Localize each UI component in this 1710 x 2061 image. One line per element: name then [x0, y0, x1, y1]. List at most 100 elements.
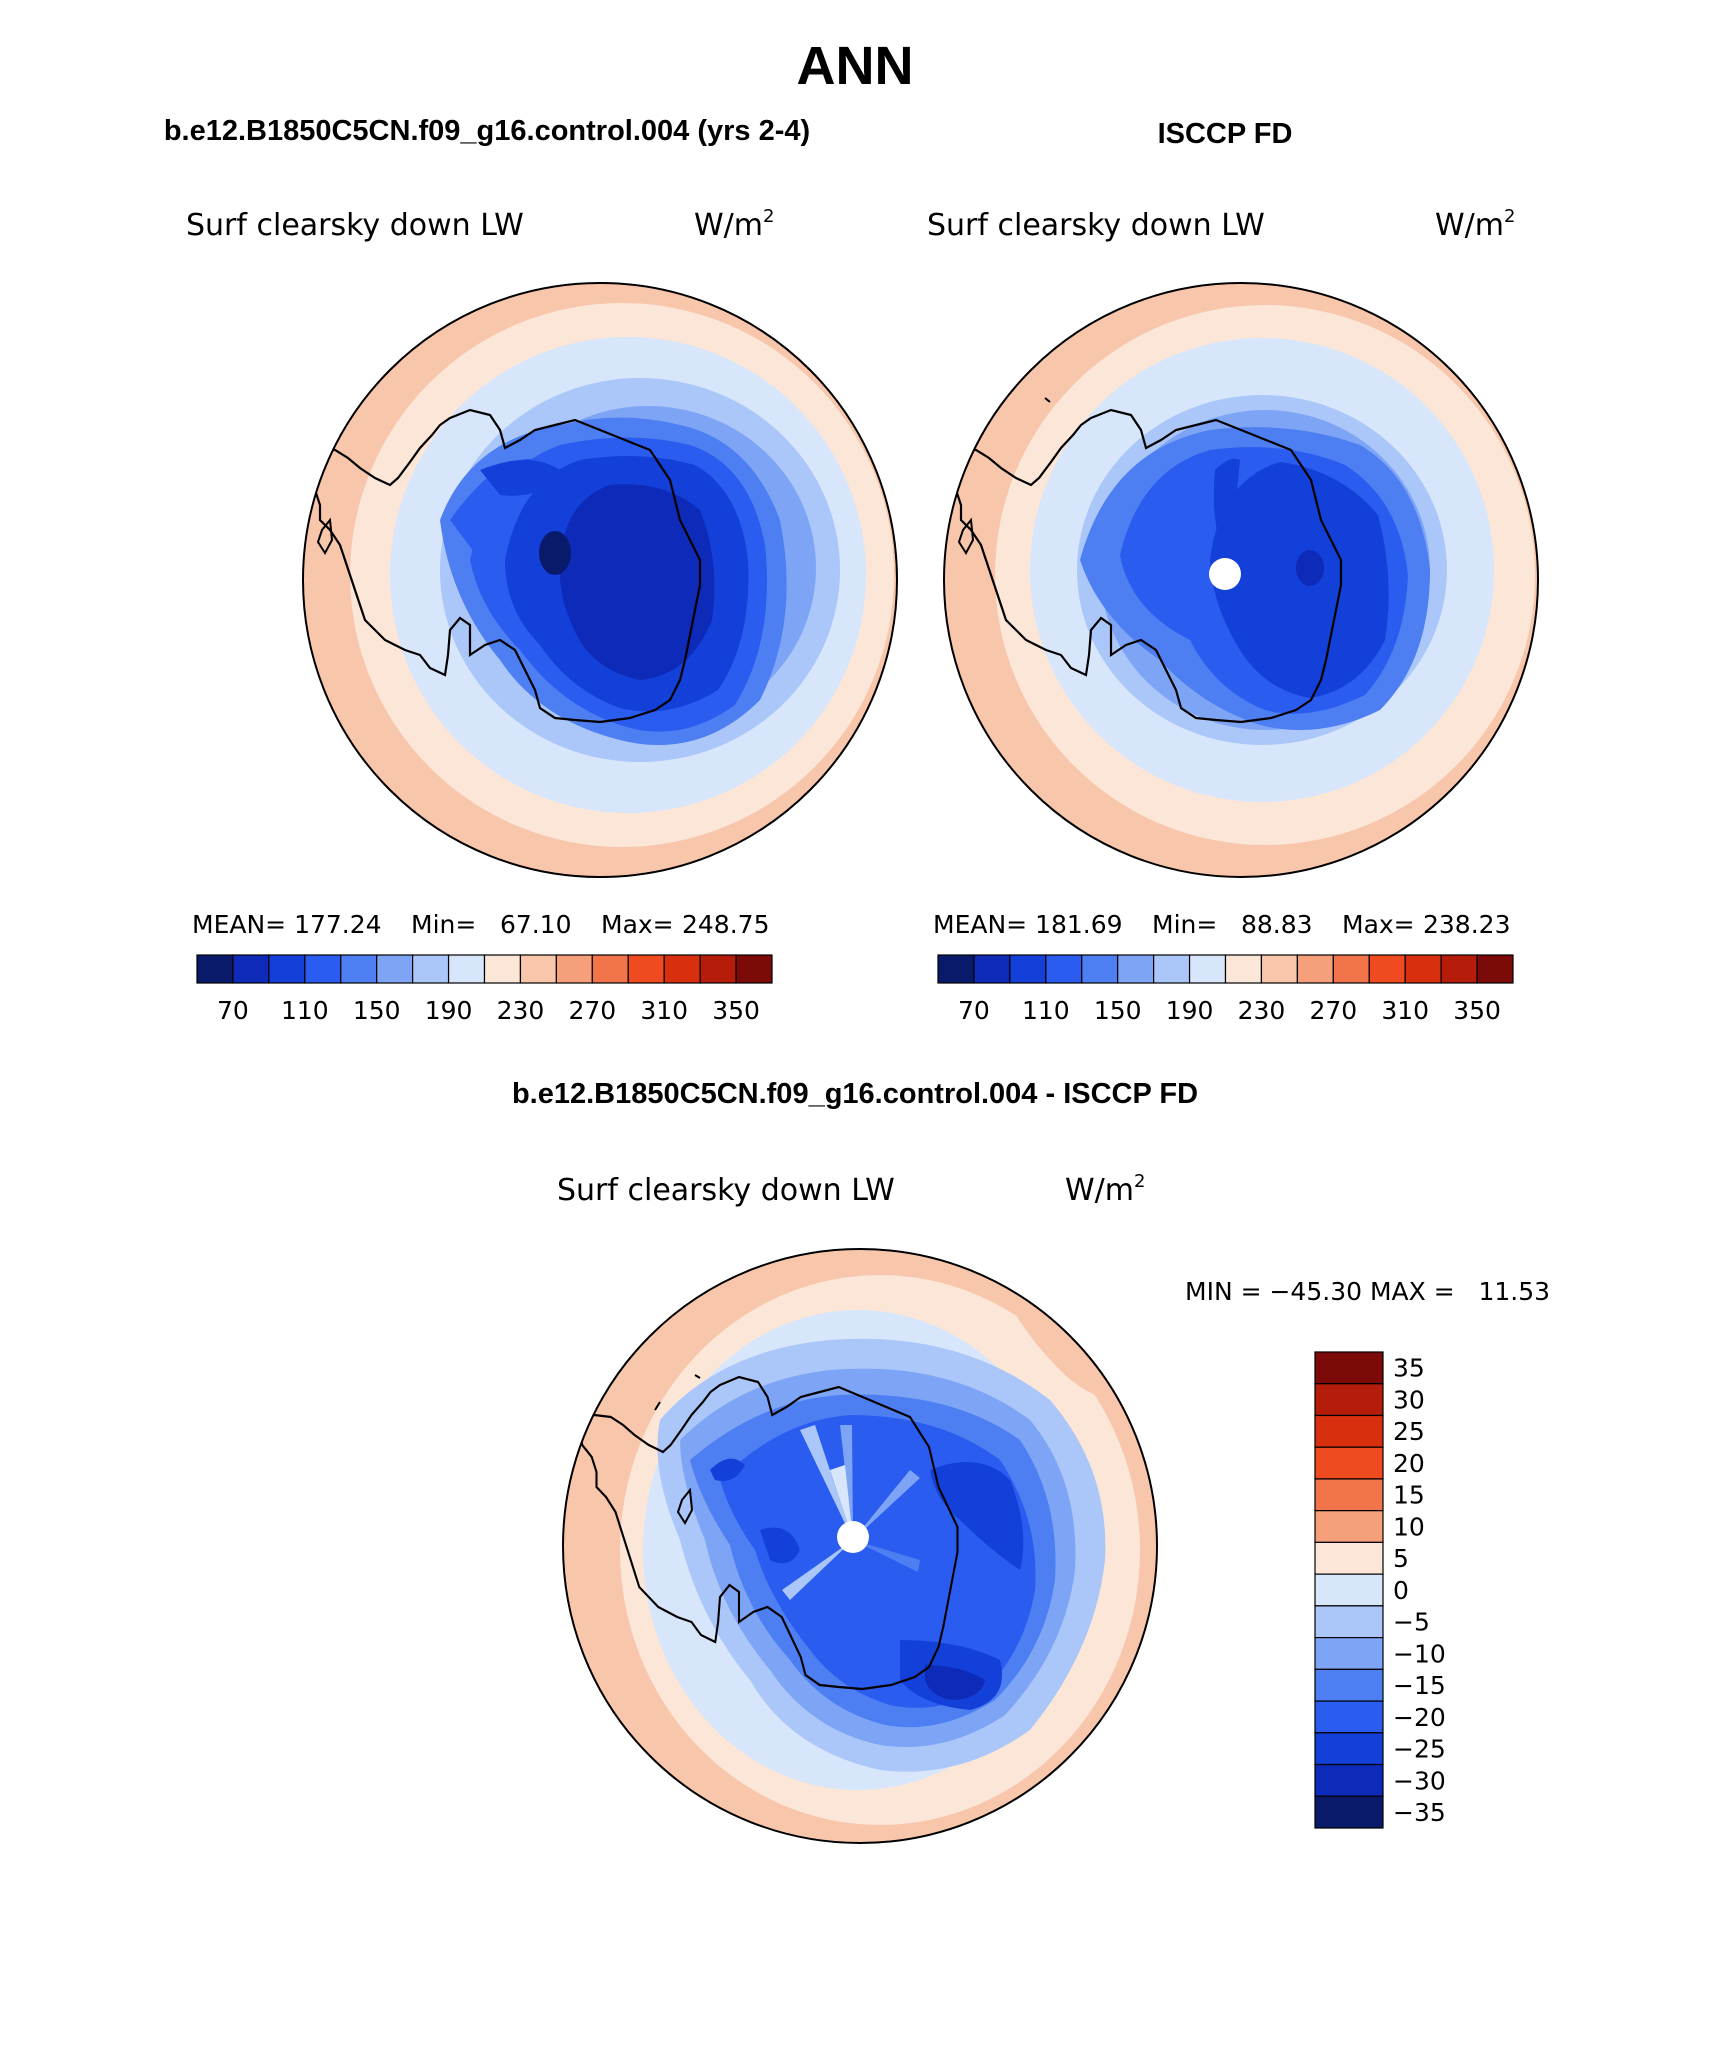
- diff-colorbar-tick-label: −20: [1393, 1703, 1446, 1732]
- obs-colorbar-swatch: [1368, 954, 1406, 984]
- model-colorbar-swatch: [268, 954, 306, 984]
- diff-colorbar-swatch: [1314, 1414, 1384, 1448]
- diff-colorbar-swatch: [1314, 1763, 1384, 1797]
- diff-colorbar-tick-label: −5: [1393, 1608, 1430, 1637]
- diff-colorbar-tick-label: 10: [1393, 1512, 1425, 1541]
- model-colorbar-swatch: [627, 954, 665, 984]
- obs-colorbar: 70 110 150 190 230 270 310 350: [937, 954, 1514, 1025]
- diff-colorbar-tick-label: −30: [1393, 1766, 1446, 1795]
- obs-case-title: ISCCP FD: [1158, 118, 1293, 150]
- obs-pole-hole: [1209, 558, 1241, 590]
- model-colorbar-swatch: [591, 954, 629, 984]
- diff-map: [563, 1249, 1157, 1843]
- model-variable-label: Surf clearsky down LW: [186, 208, 524, 243]
- model-colorbar-tick-label: 310: [640, 996, 688, 1025]
- diff-panel: b.e12.B1850C5CN.f09_g16.control.004 - IS…: [512, 1078, 1550, 1844]
- diff-colorbar-swatch: [1314, 1636, 1384, 1670]
- diff-colorbar-tick-label: 0: [1393, 1576, 1409, 1605]
- model-colorbar-swatch: [376, 954, 414, 984]
- obs-colorbar-swatch: [1260, 954, 1298, 984]
- model-colorbar-tick-label: 70: [217, 996, 249, 1025]
- diff-colorbar-tick-label: 25: [1393, 1417, 1425, 1446]
- diff-variable-label: Surf clearsky down LW: [557, 1173, 895, 1208]
- model-colorbar-swatch: [412, 954, 450, 984]
- obs-stats: MEAN= 181.69 Min= 88.83 Max= 238.23: [933, 910, 1510, 939]
- obs-map: [944, 283, 1538, 877]
- model-colorbar-swatch: [447, 954, 486, 984]
- diff-pole-hole: [837, 1521, 869, 1553]
- obs-colorbar-swatch: [1009, 954, 1047, 984]
- model-colorbar-swatch: [340, 954, 378, 984]
- obs-colorbar-swatch: [973, 954, 1011, 984]
- diff-map-border: [562, 1248, 1158, 1844]
- obs-variable-label: Surf clearsky down LW: [927, 208, 1265, 243]
- model-colorbar-swatch: [304, 954, 342, 984]
- model-colorbar: 70 110 150 190 230 270 310 350: [196, 954, 773, 1025]
- obs-panel: ISCCP FD Surf clearsky down LW W/m2 MEAN…: [927, 118, 1539, 1025]
- model-colorbar-tick-label: 350: [712, 996, 760, 1025]
- model-colorbar-tick-label: 270: [568, 996, 616, 1025]
- diff-colorbar-tick-label: 20: [1393, 1449, 1425, 1478]
- obs-colorbar-tick-label: 190: [1166, 996, 1214, 1025]
- obs-colorbar-swatch: [1404, 954, 1442, 984]
- model-units: W/m2: [694, 206, 774, 243]
- diff-colorbar-tick-label: −15: [1393, 1671, 1446, 1700]
- obs-colorbar-tick-label: 270: [1309, 996, 1357, 1025]
- obs-colorbar-swatch: [937, 954, 975, 984]
- obs-colorbar-swatch: [1081, 954, 1119, 984]
- obs-colorbar-swatch: [1117, 954, 1155, 984]
- model-map: [303, 283, 897, 877]
- diff-colorbar-tick-label: 35: [1393, 1354, 1425, 1383]
- obs-colorbar-tick-label: 310: [1381, 996, 1429, 1025]
- diff-units: W/m2: [1065, 1171, 1145, 1208]
- model-colorbar-swatch: [555, 954, 593, 984]
- obs-colorbar-swatch: [1188, 954, 1227, 984]
- diff-minmax: MIN = −45.30 MAX = 11.53: [1185, 1277, 1550, 1306]
- diff-colorbar-tick-label: −10: [1393, 1639, 1446, 1668]
- obs-colorbar-tick-label: 150: [1094, 996, 1142, 1025]
- model-colorbar-tick-label: 150: [353, 996, 401, 1025]
- model-colorbar-tick-label: 230: [497, 996, 545, 1025]
- model-map-border: [302, 282, 898, 878]
- diff-colorbar-tick-label: 15: [1393, 1481, 1425, 1510]
- diff-colorbar-swatch: [1314, 1795, 1384, 1829]
- model-colorbar-swatch: [699, 954, 737, 984]
- page-title: ANN: [797, 36, 914, 96]
- diff-colorbar-swatch: [1314, 1478, 1384, 1512]
- obs-colorbar-tick-label: 110: [1022, 996, 1070, 1025]
- diff-colorbar-swatch: [1314, 1383, 1384, 1417]
- diff-colorbar-swatch: [1314, 1510, 1384, 1543]
- obs-colorbar-tick-label: 350: [1453, 996, 1501, 1025]
- model-colorbar-swatch: [196, 954, 234, 984]
- obs-colorbar-tick-label: 230: [1238, 996, 1286, 1025]
- diff-colorbar-swatch: [1314, 1541, 1384, 1575]
- diff-colorbar-swatch: [1314, 1573, 1384, 1607]
- obs-units: W/m2: [1435, 206, 1515, 243]
- obs-colorbar-tick-label: 70: [958, 996, 990, 1025]
- model-colorbar-tick-label: 110: [281, 996, 329, 1025]
- obs-colorbar-swatch: [1153, 954, 1191, 984]
- diff-colorbar-swatch: [1314, 1605, 1384, 1639]
- diff-case-title: b.e12.B1850C5CN.f09_g16.control.004 - IS…: [512, 1078, 1198, 1110]
- diff-colorbar-swatch: [1314, 1732, 1384, 1766]
- model-stats: MEAN= 177.24 Min= 67.10 Max= 248.75: [192, 910, 769, 939]
- diff-colorbar-tick-label: 5: [1393, 1544, 1409, 1573]
- model-colorbar-swatch: [483, 954, 522, 984]
- model-colorbar-tick-label: 190: [425, 996, 473, 1025]
- obs-colorbar-swatch: [1440, 954, 1478, 984]
- model-colorbar-swatch: [232, 954, 270, 984]
- model-panel: b.e12.B1850C5CN.f09_g16.control.004 (yrs…: [164, 115, 898, 1025]
- diff-colorbar-swatch: [1314, 1446, 1384, 1480]
- obs-colorbar-swatch: [1476, 954, 1514, 984]
- model-case-title: b.e12.B1850C5CN.f09_g16.control.004 (yrs…: [164, 115, 810, 147]
- diff-colorbar-swatch: [1314, 1668, 1384, 1702]
- diff-colorbar-tick-label: 30: [1393, 1385, 1425, 1414]
- diff-colorbar-tick-label: −35: [1393, 1798, 1446, 1827]
- obs-colorbar-swatch: [1224, 954, 1263, 984]
- obs-colorbar-swatch: [1332, 954, 1370, 984]
- model-colorbar-swatch: [663, 954, 701, 984]
- diff-colorbar-tick-label: −25: [1393, 1735, 1446, 1764]
- obs-map-border: [943, 282, 1539, 878]
